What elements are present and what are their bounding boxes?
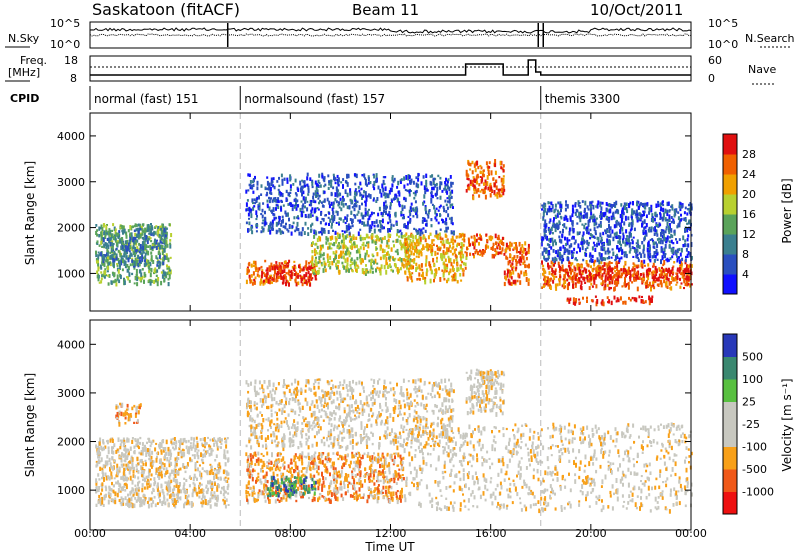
nave-label: Nave	[748, 63, 776, 76]
y-tick-label: 1000	[57, 484, 85, 497]
noise-right-tick-bottom: 10^0	[708, 38, 738, 51]
noise-search-trace	[89, 33, 692, 37]
freq-traces	[90, 59, 691, 76]
cpid-segment-label: themis 3300	[545, 92, 620, 106]
velocity-y-label: Slant Range [km]	[23, 373, 37, 477]
power-colorbar: 4 8 12 16 20 24 28	[722, 133, 756, 295]
power-panel: 1000 2000 3000 4000	[57, 112, 693, 312]
cpid-segments: normal (fast) 151 normalsound (fast) 157 t…	[94, 86, 620, 110]
freq-label-1: Freq.	[20, 54, 47, 67]
nave-tick-top: 60	[708, 54, 722, 67]
colorbar-tick-label: 12	[742, 228, 756, 241]
colorbar-tick-label: -1000	[742, 486, 774, 499]
colorbar-tick-label: 25	[742, 396, 756, 409]
y-tick-label: 3000	[57, 176, 85, 189]
y-tick-label: 2000	[57, 222, 85, 235]
colorbar-tick-label: -500	[742, 463, 767, 476]
cpid-label: CPID	[10, 92, 39, 105]
x-tick-label: 08:00	[274, 527, 306, 540]
y-tick-label: 1000	[57, 267, 85, 280]
noise-sky-trace	[89, 27, 692, 34]
velocity-colorbar: -1000 -500 -100 -25 25 100 500	[722, 333, 774, 515]
y-tick-label: 3000	[57, 387, 85, 400]
x-tick-label: 12:00	[375, 527, 407, 540]
velocity-panel: 1000 2000 3000 4000	[57, 319, 693, 531]
colorbar-tick-label: 24	[742, 168, 756, 181]
colorbar-tick-label: 4	[742, 268, 749, 281]
colorbar-tick-label: 20	[742, 188, 756, 201]
freq-trace	[90, 59, 691, 76]
noise-left-tick-top: 10^5	[50, 17, 80, 30]
colorbar-tick-label: 500	[742, 351, 763, 364]
date-title: 10/Oct/2011	[590, 1, 683, 19]
y-tick-label: 4000	[57, 130, 85, 143]
cpid-segment-label: normalsound (fast) 157	[244, 92, 385, 106]
nave-tick-bottom: 0	[708, 72, 715, 85]
y-tick-label: 2000	[57, 436, 85, 449]
colorbar-tick-label: 28	[742, 148, 756, 161]
power-colorbar-label: Power [dB]	[780, 178, 794, 243]
freq-tick-top: 18	[64, 54, 78, 67]
noise-traces	[89, 23, 692, 47]
noise-right-label: N.Search	[745, 32, 795, 45]
colorbar-tick-label: 8	[742, 248, 749, 261]
x-tick-label: 04:00	[174, 527, 206, 540]
colorbar-tick-label: -25	[742, 418, 760, 431]
y-tick-label: 4000	[57, 338, 85, 351]
power-y-label: Slant Range [km]	[23, 161, 37, 265]
x-tick-label: 16:00	[475, 527, 507, 540]
beam-title: Beam 11	[352, 1, 419, 19]
noise-left-label: N.Sky	[8, 32, 40, 45]
radar-title: Saskatoon (fitACF)	[92, 0, 240, 19]
velocity-colorbar-label: Velocity [m s⁻¹]	[780, 378, 794, 471]
freq-label-2: [MHz]	[8, 66, 40, 79]
freq-panel	[89, 55, 692, 82]
noise-left-tick-bottom: 10^0	[50, 38, 80, 51]
x-axis: 00:00 04:00 08:00 12:00 16:00 20:00 00:00	[74, 527, 707, 540]
noise-panel	[89, 21, 692, 49]
cpid-segment-label: normal (fast) 151	[94, 92, 198, 106]
x-tick-label: 20:00	[575, 527, 607, 540]
colorbar-tick-label: 16	[742, 208, 756, 221]
noise-right-tick-top: 10^5	[708, 17, 738, 30]
colorbar-tick-label: -100	[742, 441, 767, 454]
freq-tick-bottom: 8	[70, 72, 77, 85]
x-axis-label: Time UT	[364, 540, 415, 554]
x-tick-label: 00:00	[74, 527, 106, 540]
x-tick-label: 00:00	[675, 527, 707, 540]
colorbar-tick-label: 100	[742, 373, 763, 386]
